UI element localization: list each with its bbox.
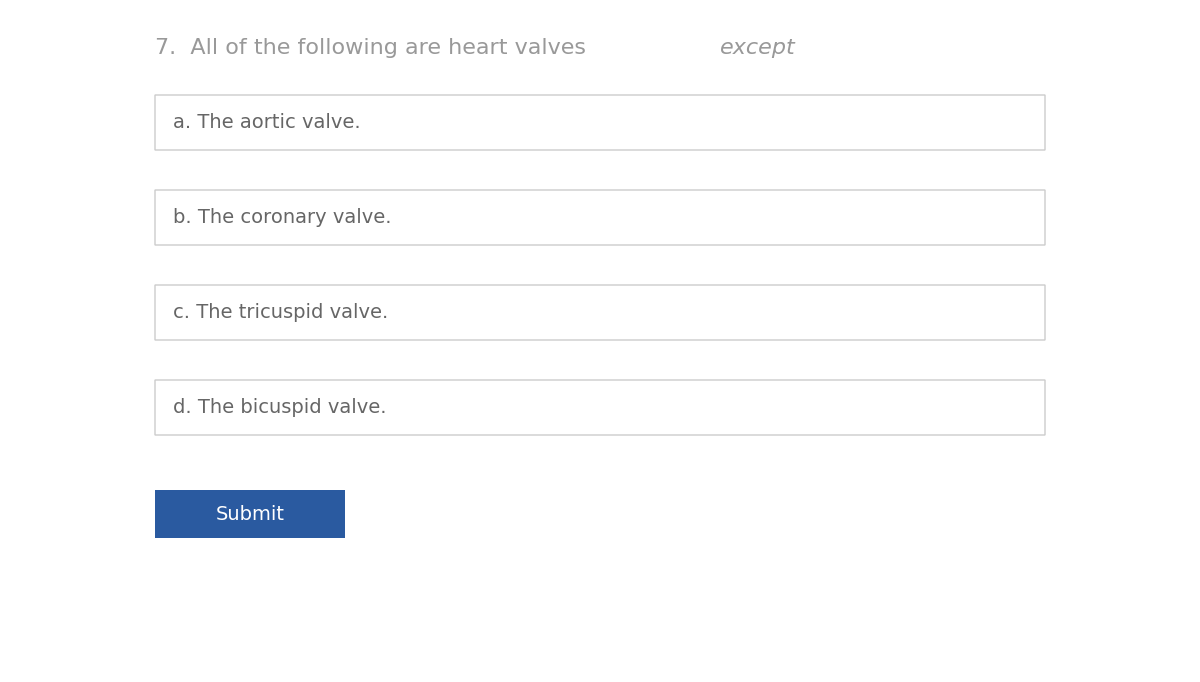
FancyBboxPatch shape <box>155 190 1045 245</box>
Text: c. The tricuspid valve.: c. The tricuspid valve. <box>173 303 389 322</box>
Text: b. The coronary valve.: b. The coronary valve. <box>173 208 391 227</box>
FancyBboxPatch shape <box>155 285 1045 340</box>
FancyBboxPatch shape <box>155 95 1045 150</box>
Text: d. The bicuspid valve.: d. The bicuspid valve. <box>173 398 386 417</box>
FancyBboxPatch shape <box>155 490 346 538</box>
Text: Submit: Submit <box>216 505 284 524</box>
Text: 7.  All of the following are heart valves: 7. All of the following are heart valves <box>155 38 593 58</box>
Text: a. The aortic valve.: a. The aortic valve. <box>173 113 361 132</box>
Text: except: except <box>720 38 796 58</box>
FancyBboxPatch shape <box>155 380 1045 435</box>
